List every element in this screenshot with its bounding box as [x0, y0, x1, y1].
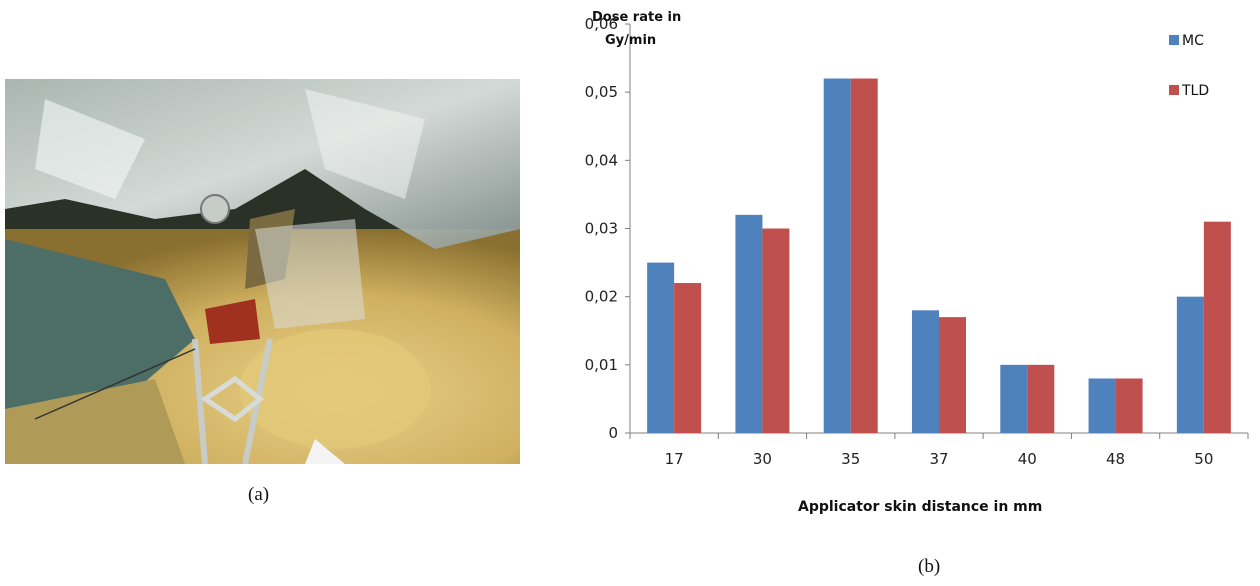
caption-a: (a) [248, 484, 270, 505]
x-tick-label: 40 [1018, 450, 1037, 468]
bar-mc-30 [735, 214, 763, 433]
legend-label-mc: MC [1182, 33, 1204, 49]
x-axis-label: Applicator skin distance in mm [798, 499, 1042, 515]
y-tick-label: 0,06 [585, 15, 618, 33]
x-tick-label: 50 [1194, 450, 1213, 468]
x-tick-label: 30 [753, 450, 772, 468]
y-axis-label-line1: Dose rate in [592, 10, 681, 25]
bar-mc-40 [1000, 364, 1028, 433]
bar-mc-37 [912, 310, 939, 433]
x-tick-label: 37 [929, 450, 948, 468]
bar-tld-35 [850, 78, 878, 434]
bar-mc-35 [823, 78, 851, 434]
y-tick-label: 0,01 [585, 356, 618, 374]
chart-ticks: 0 0,01 0,02 0,03 0,04 0,05 0,06 17 30 35 37 40 48 50 [585, 15, 1249, 468]
bar-tld-40 [1027, 364, 1055, 433]
x-tick-label: 17 [665, 450, 684, 468]
legend-label-tld: TLD [1181, 83, 1209, 99]
y-tick-label: 0,03 [585, 220, 618, 238]
legend-swatch-mc [1169, 35, 1179, 45]
bar-mc-50 [1176, 296, 1204, 433]
caption-b: (b) [918, 556, 941, 577]
bar-mc-48 [1088, 378, 1116, 433]
x-tick-label: 48 [1106, 450, 1125, 468]
chart-bars [647, 78, 1231, 434]
x-tick-label: 35 [841, 450, 860, 468]
y-axis-label-line2: Gy/min [605, 33, 656, 48]
y-tick-label: 0,05 [585, 83, 618, 101]
bar-tld-50 [1203, 221, 1231, 433]
y-tick-label: 0 [608, 424, 618, 442]
legend-swatch-tld [1169, 85, 1179, 95]
bar-tld-17 [674, 283, 702, 433]
surgical-photo [5, 79, 520, 464]
y-tick-label: 0,04 [585, 151, 618, 169]
bar-mc-17 [647, 262, 675, 433]
surgical-photo-drawing [5, 79, 520, 464]
chart-legend: MC TLD [1169, 33, 1209, 99]
y-tick-label: 0,02 [585, 288, 618, 306]
bar-tld-30 [762, 228, 790, 433]
bar-tld-37 [939, 317, 966, 433]
bar-tld-48 [1115, 378, 1143, 433]
